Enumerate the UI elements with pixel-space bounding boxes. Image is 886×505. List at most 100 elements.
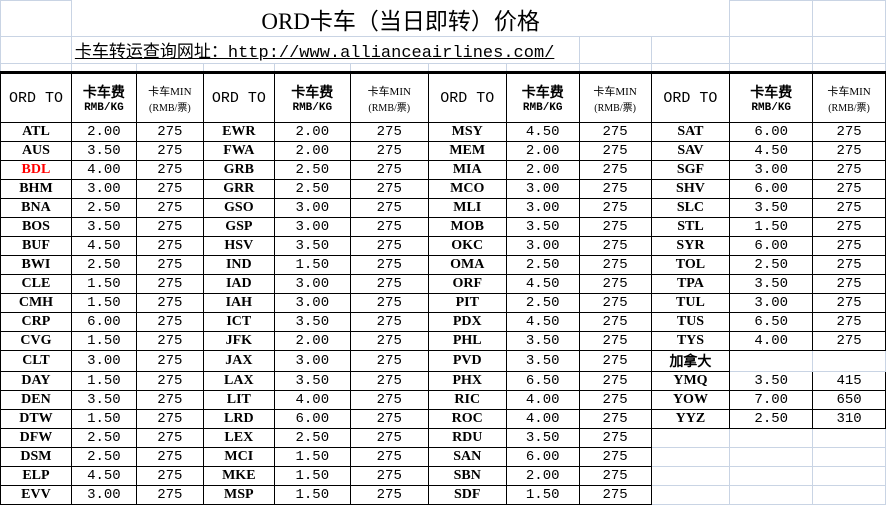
rate-per-kg[interactable]: 1.50 — [273, 255, 351, 275]
minimum-charge[interactable]: 275 — [349, 371, 429, 391]
destination-code[interactable]: SDF — [427, 485, 507, 505]
empty-cell[interactable] — [812, 447, 886, 467]
rate-per-kg[interactable]: 4.50 — [729, 141, 814, 161]
empty-cell[interactable] — [812, 428, 886, 448]
destination-code[interactable]: YMQ — [650, 371, 731, 391]
minimum-charge[interactable]: 415 — [812, 371, 886, 391]
rate-per-kg[interactable]: 1.50 — [505, 485, 580, 505]
rate-per-kg[interactable]: 3.50 — [505, 217, 580, 237]
rate-per-kg[interactable]: 2.50 — [505, 255, 580, 275]
rate-per-kg[interactable]: 2.00 — [505, 466, 580, 486]
destination-code[interactable]: EVV — [0, 485, 72, 505]
rate-per-kg[interactable]: 4.50 — [505, 122, 580, 142]
destination-code[interactable]: MCI — [202, 447, 275, 467]
destination-code[interactable]: CRP — [0, 312, 72, 332]
rate-per-kg[interactable]: 4.50 — [505, 312, 580, 332]
rate-per-kg[interactable]: 3.50 — [505, 428, 580, 448]
minimum-charge[interactable]: 310 — [812, 409, 886, 429]
rate-per-kg[interactable]: 1.50 — [70, 371, 137, 391]
empty-cell[interactable] — [812, 485, 886, 505]
minimum-charge[interactable]: 275 — [135, 179, 204, 199]
minimum-charge[interactable]: 275 — [349, 198, 429, 218]
minimum-charge[interactable]: 275 — [349, 390, 429, 410]
minimum-charge[interactable]: 275 — [578, 331, 652, 351]
destination-code[interactable]: ELP — [0, 466, 72, 486]
rate-per-kg[interactable]: 3.00 — [505, 198, 580, 218]
destination-code[interactable]: SAV — [650, 141, 731, 161]
destination-code[interactable]: RDU — [427, 428, 507, 448]
rate-per-kg[interactable]: 3.50 — [273, 371, 351, 391]
destination-code[interactable]: PHX — [427, 371, 507, 391]
rate-per-kg[interactable]: 6.00 — [729, 236, 814, 256]
minimum-charge[interactable]: 275 — [349, 428, 429, 448]
rate-per-kg[interactable]: 2.50 — [273, 428, 351, 448]
rate-per-kg[interactable]: 6.00 — [729, 179, 814, 199]
minimum-charge[interactable]: 275 — [578, 160, 652, 180]
destination-code[interactable]: IAD — [202, 274, 275, 294]
minimum-charge[interactable]: 275 — [812, 255, 886, 275]
minimum-charge[interactable]: 275 — [578, 409, 652, 429]
empty-cell[interactable] — [729, 428, 814, 448]
destination-code[interactable]: IND — [202, 255, 275, 275]
minimum-charge[interactable]: 275 — [578, 179, 652, 199]
minimum-charge[interactable]: 275 — [349, 293, 429, 313]
empty-cell[interactable] — [729, 350, 814, 372]
minimum-charge[interactable]: 275 — [812, 236, 886, 256]
destination-code[interactable]: PIT — [427, 293, 507, 313]
destination-code[interactable]: JAX — [202, 350, 275, 372]
destination-code[interactable]: BUF — [0, 236, 72, 256]
minimum-charge[interactable]: 275 — [578, 485, 652, 505]
destination-code[interactable]: EWR — [202, 122, 275, 142]
destination-code[interactable]: CLT — [0, 350, 72, 372]
rate-per-kg[interactable]: 3.50 — [273, 236, 351, 256]
minimum-charge[interactable]: 650 — [812, 390, 886, 410]
minimum-charge[interactable]: 275 — [812, 160, 886, 180]
minimum-charge[interactable]: 275 — [135, 428, 204, 448]
rate-per-kg[interactable]: 3.00 — [273, 293, 351, 313]
destination-code[interactable]: YYZ — [650, 409, 731, 429]
minimum-charge[interactable]: 275 — [578, 466, 652, 486]
minimum-charge[interactable]: 275 — [135, 447, 204, 467]
minimum-charge[interactable]: 275 — [349, 274, 429, 294]
minimum-charge[interactable]: 275 — [578, 122, 652, 142]
destination-code[interactable]: BDL — [0, 160, 72, 180]
tracking-url-link[interactable]: 卡车转运查询网址：http://www.allianceairlines.com… — [70, 36, 580, 64]
destination-code[interactable]: ORF — [427, 274, 507, 294]
minimum-charge[interactable]: 275 — [578, 217, 652, 237]
destination-code[interactable]: DSM — [0, 447, 72, 467]
destination-code[interactable]: SGF — [650, 160, 731, 180]
minimum-charge[interactable]: 275 — [349, 485, 429, 505]
destination-code[interactable]: DTW — [0, 409, 72, 429]
empty-cell[interactable] — [812, 36, 886, 64]
destination-code[interactable]: TUS — [650, 312, 731, 332]
rate-per-kg[interactable]: 3.00 — [729, 160, 814, 180]
rate-per-kg[interactable]: 1.50 — [273, 466, 351, 486]
minimum-charge[interactable]: 275 — [578, 236, 652, 256]
rate-per-kg[interactable]: 4.50 — [505, 274, 580, 294]
minimum-charge[interactable]: 275 — [135, 371, 204, 391]
destination-code[interactable]: SLC — [650, 198, 731, 218]
rate-per-kg[interactable]: 4.50 — [70, 466, 137, 486]
minimum-charge[interactable]: 275 — [135, 466, 204, 486]
minimum-charge[interactable]: 275 — [578, 312, 652, 332]
rate-per-kg[interactable]: 2.50 — [70, 428, 137, 448]
destination-code[interactable]: ICT — [202, 312, 275, 332]
empty-cell[interactable] — [578, 36, 652, 64]
rate-per-kg[interactable]: 4.50 — [70, 236, 137, 256]
rate-per-kg[interactable]: 2.00 — [273, 122, 351, 142]
destination-code[interactable]: AUS — [0, 141, 72, 161]
rate-per-kg[interactable]: 2.00 — [273, 141, 351, 161]
rate-per-kg[interactable]: 6.00 — [273, 409, 351, 429]
minimum-charge[interactable]: 275 — [135, 390, 204, 410]
destination-code[interactable]: MSP — [202, 485, 275, 505]
rate-per-kg[interactable]: 2.50 — [70, 198, 137, 218]
rate-per-kg[interactable]: 2.50 — [273, 160, 351, 180]
minimum-charge[interactable]: 275 — [349, 331, 429, 351]
minimum-charge[interactable]: 275 — [135, 312, 204, 332]
rate-per-kg[interactable]: 3.50 — [273, 312, 351, 332]
destination-code[interactable]: LAX — [202, 371, 275, 391]
empty-cell[interactable] — [729, 485, 814, 505]
minimum-charge[interactable]: 275 — [349, 409, 429, 429]
empty-cell[interactable] — [812, 350, 886, 372]
minimum-charge[interactable]: 275 — [578, 293, 652, 313]
